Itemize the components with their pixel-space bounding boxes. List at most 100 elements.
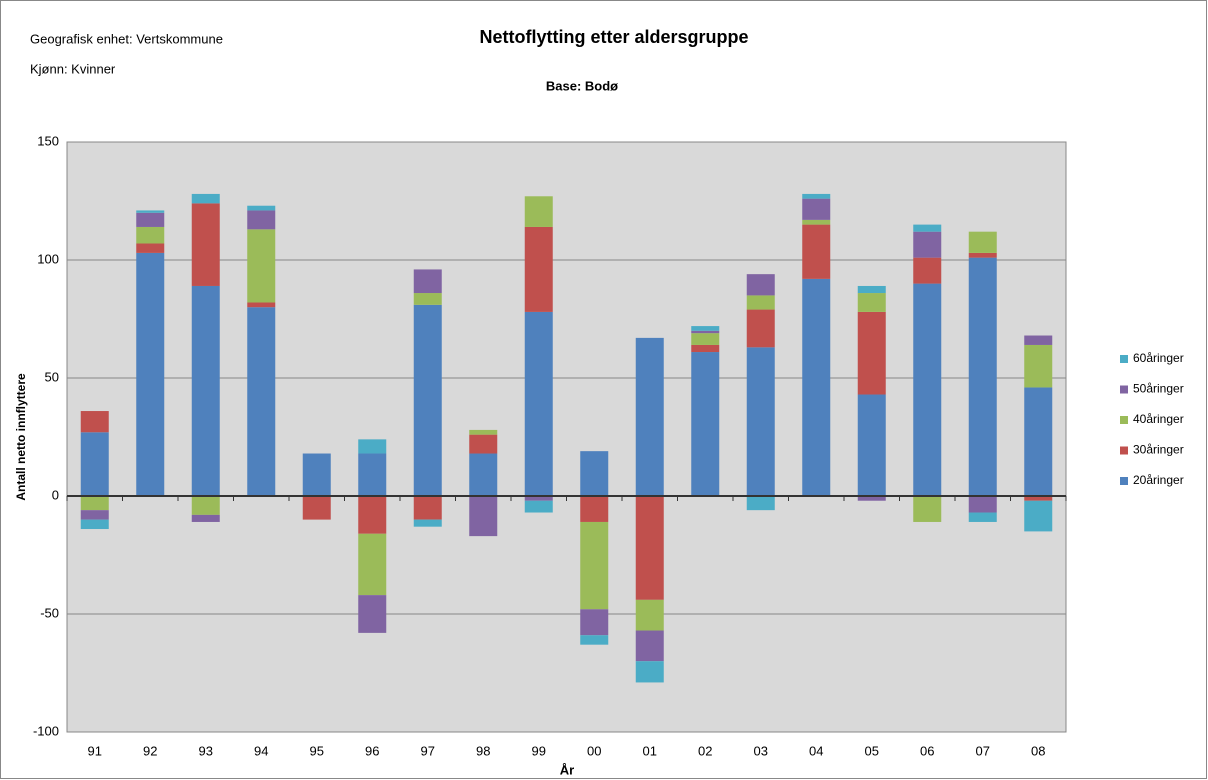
bar-segment bbox=[580, 451, 609, 496]
bar-segment bbox=[802, 198, 831, 220]
bar-segment bbox=[80, 496, 109, 511]
bar-segment bbox=[913, 231, 942, 258]
plot-area bbox=[66, 141, 1067, 733]
bar-segment bbox=[247, 307, 276, 496]
bar-segment bbox=[1024, 387, 1053, 496]
bar-segment bbox=[691, 352, 720, 496]
chart-subtitle: Base: Bodø bbox=[546, 78, 618, 93]
bar-segment bbox=[247, 229, 276, 303]
y-tick-label: 150 bbox=[37, 133, 59, 148]
bar-segment bbox=[1024, 500, 1053, 532]
x-tick-label: 93 bbox=[199, 743, 213, 758]
bar-segment bbox=[469, 434, 498, 454]
x-tick-label: 97 bbox=[421, 743, 435, 758]
x-tick-label: 01 bbox=[643, 743, 657, 758]
bar-segment bbox=[857, 311, 886, 395]
x-tick-label: 98 bbox=[476, 743, 490, 758]
bar-segment bbox=[691, 344, 720, 353]
bar-segment bbox=[746, 309, 775, 348]
bar-segment bbox=[1024, 496, 1053, 501]
bar-segment bbox=[524, 496, 553, 501]
bar-segment bbox=[413, 496, 442, 520]
legend-swatch bbox=[1120, 385, 1128, 394]
x-tick-label: 08 bbox=[1031, 743, 1045, 758]
legend-swatch bbox=[1120, 355, 1128, 363]
bar-segment bbox=[802, 278, 831, 496]
bar-segment bbox=[247, 302, 276, 308]
bar-segment bbox=[191, 285, 220, 496]
x-tick-label: 05 bbox=[865, 743, 879, 758]
x-tick-label: 99 bbox=[532, 743, 546, 758]
bar-segment bbox=[968, 231, 997, 253]
bar-segment bbox=[413, 269, 442, 294]
bar-segment bbox=[746, 274, 775, 296]
bar-segment bbox=[635, 661, 664, 683]
bar-segment bbox=[635, 630, 664, 662]
legend-swatch bbox=[1120, 416, 1128, 424]
bar-segment bbox=[913, 224, 942, 232]
bar-segment bbox=[913, 283, 942, 496]
bar-segment bbox=[80, 519, 109, 530]
x-tick-label: 95 bbox=[310, 743, 324, 758]
legend-label: 20åringer bbox=[1133, 473, 1184, 487]
bar-segment bbox=[136, 226, 165, 244]
bar-segment bbox=[469, 429, 498, 435]
bar-segment bbox=[524, 196, 553, 227]
legend-swatch bbox=[1120, 446, 1128, 455]
bar-segment bbox=[524, 311, 553, 496]
bar-segment bbox=[358, 453, 387, 496]
x-tick-label: 94 bbox=[254, 743, 268, 758]
legend-label: 60åringer bbox=[1133, 351, 1184, 365]
x-tick-label: 02 bbox=[698, 743, 712, 758]
x-tick-label: 00 bbox=[587, 743, 601, 758]
bar-segment bbox=[524, 500, 553, 513]
bar-segment bbox=[302, 453, 331, 496]
bar-segment bbox=[136, 210, 165, 213]
bar-segment bbox=[746, 295, 775, 310]
bar-segment bbox=[524, 226, 553, 312]
bar-segment bbox=[136, 212, 165, 227]
bar-segment bbox=[913, 496, 942, 522]
bar-segment bbox=[857, 285, 886, 294]
annotation: Geografisk enhet: Vertskommune bbox=[30, 31, 223, 46]
bar-segment bbox=[580, 609, 609, 636]
bar-segment bbox=[358, 533, 387, 596]
bar-segment bbox=[1024, 335, 1053, 345]
x-tick-label: 04 bbox=[809, 743, 823, 758]
x-axis-title: År bbox=[560, 762, 574, 777]
x-tick-label: 91 bbox=[88, 743, 102, 758]
bar-segment bbox=[857, 394, 886, 496]
bar-segment bbox=[802, 193, 831, 199]
bar-segment bbox=[1024, 344, 1053, 388]
bar-segment bbox=[580, 635, 609, 645]
bar-segment bbox=[136, 252, 165, 496]
bar-segment bbox=[136, 243, 165, 253]
bar-segment bbox=[746, 496, 775, 511]
x-tick-label: 92 bbox=[143, 743, 157, 758]
bar-segment bbox=[580, 521, 609, 610]
y-tick-label: 0 bbox=[52, 487, 59, 502]
x-tick-label: 07 bbox=[976, 743, 990, 758]
bar-segment bbox=[191, 193, 220, 204]
chart-title: Nettoflytting etter aldersgruppe bbox=[479, 27, 748, 47]
bar-segment bbox=[746, 347, 775, 496]
legend-label: 40åringer bbox=[1133, 412, 1184, 426]
bar-segment bbox=[80, 510, 109, 520]
annotation: Kjønn: Kvinner bbox=[30, 61, 116, 76]
bar-segment bbox=[691, 326, 720, 331]
bar-segment bbox=[247, 210, 276, 230]
bar-segment bbox=[413, 293, 442, 305]
bar-segment bbox=[968, 257, 997, 496]
bar-segment bbox=[857, 496, 886, 501]
bar-segment bbox=[469, 496, 498, 537]
bar-segment bbox=[358, 439, 387, 454]
legend-swatch bbox=[1120, 477, 1128, 485]
bar-segment bbox=[802, 224, 831, 279]
x-tick-label: 03 bbox=[754, 743, 768, 758]
bar-segment bbox=[968, 496, 997, 513]
bar-segment bbox=[691, 330, 720, 334]
bar-segment bbox=[80, 432, 109, 496]
bar-segment bbox=[469, 453, 498, 496]
y-tick-label: 50 bbox=[45, 369, 59, 384]
